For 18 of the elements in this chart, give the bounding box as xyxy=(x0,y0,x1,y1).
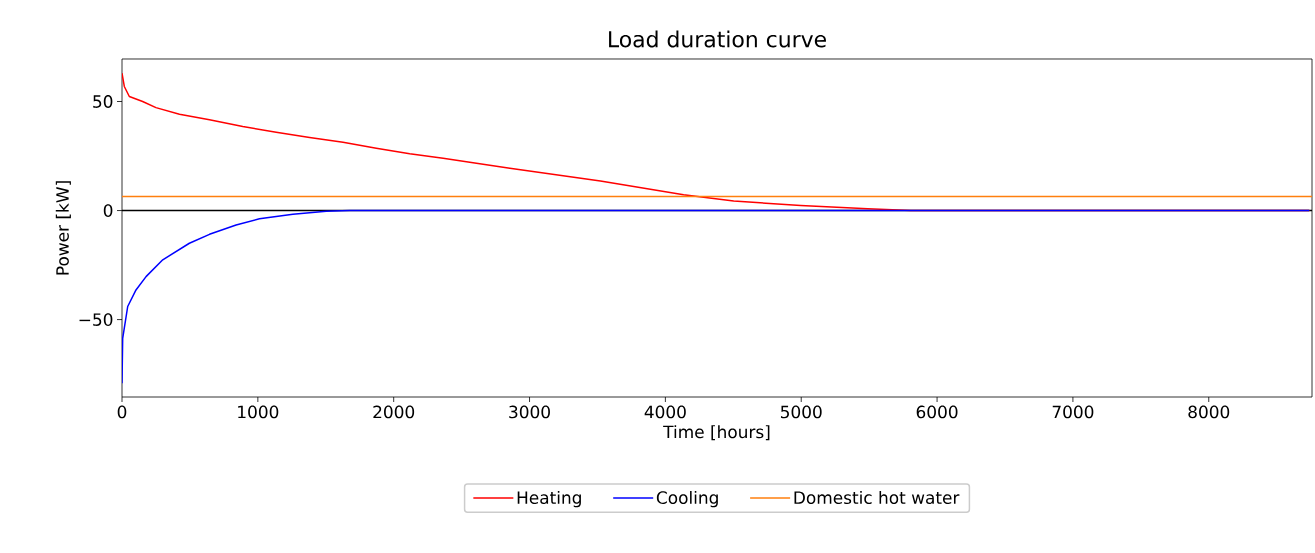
legend-label: Heating xyxy=(517,490,581,508)
chart-title: Load duration curve xyxy=(609,30,826,48)
legend-label: Cooling xyxy=(656,490,718,508)
y-axis-title: Power [kW] xyxy=(55,181,71,275)
y-tick-label: −50 xyxy=(79,313,113,326)
x-tick-label: 7000 xyxy=(1052,405,1094,419)
x-axis-title: Time [hours] xyxy=(663,425,770,441)
x-tick-label: 6000 xyxy=(916,405,958,419)
x-tick-label: 1000 xyxy=(238,405,279,419)
x-tick-label: 3000 xyxy=(509,405,550,419)
y-tick-label: 50 xyxy=(93,95,113,108)
x-tick-label: 4000 xyxy=(644,405,686,419)
x-tick-label: 5000 xyxy=(780,405,822,419)
legend-label: Domestic hot water xyxy=(794,490,960,505)
y-tick-label: 0 xyxy=(103,204,113,217)
x-tick-label: 8000 xyxy=(1188,405,1230,419)
x-tick-label: 0 xyxy=(117,405,127,419)
x-tick-label: 2000 xyxy=(373,405,415,419)
